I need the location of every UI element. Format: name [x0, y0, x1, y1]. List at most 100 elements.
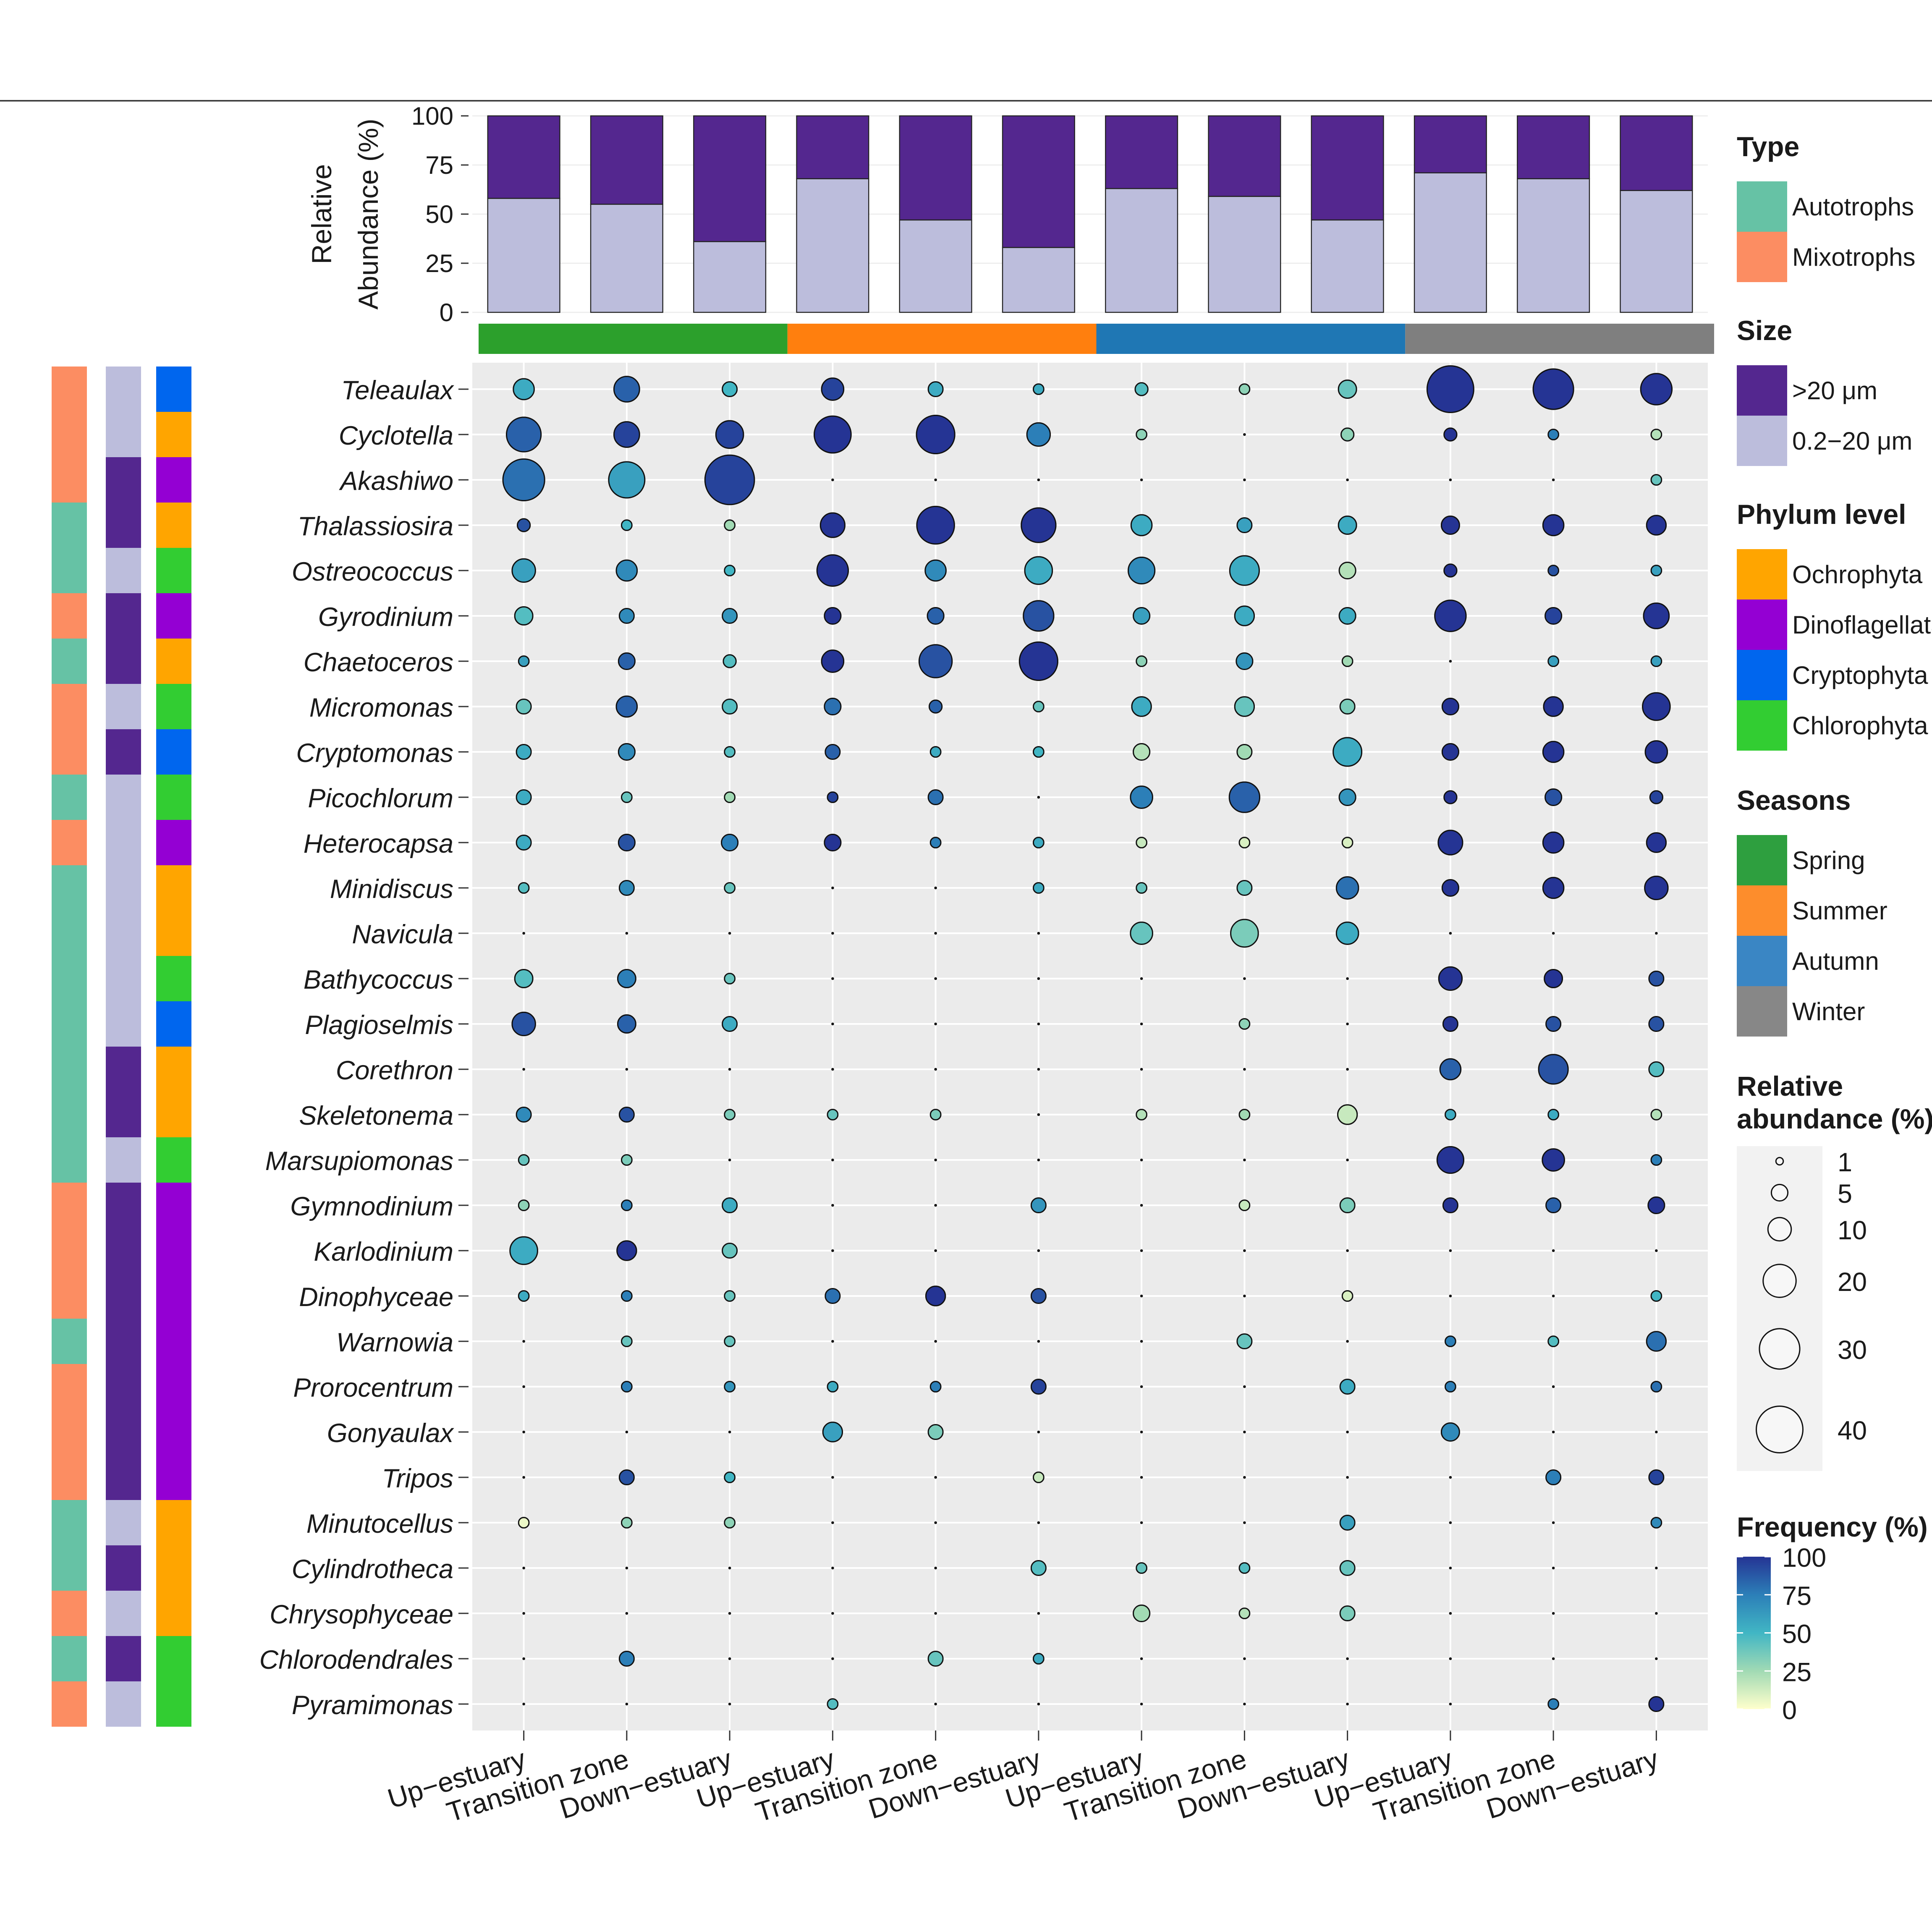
- abundance-bubble: [724, 791, 736, 803]
- abundance-bubble: [620, 1154, 633, 1166]
- bar-segment-small: [1414, 172, 1487, 313]
- type-cell: [52, 1455, 87, 1500]
- empty-marker: [625, 1566, 628, 1570]
- size-cell: [106, 684, 141, 729]
- empty-marker: [831, 932, 834, 935]
- abundance-bubble: [613, 376, 640, 403]
- empty-marker: [1243, 1521, 1246, 1524]
- size-cell: [106, 1273, 141, 1319]
- abundance-bubble: [1545, 788, 1563, 806]
- empty-marker: [1449, 1476, 1452, 1479]
- legend-frequency-tick-label: 25: [1782, 1657, 1812, 1687]
- type-cell: [52, 367, 87, 412]
- abundance-bubble: [1032, 1653, 1045, 1665]
- abundance-bubble: [1547, 565, 1560, 576]
- empty-marker: [831, 1204, 834, 1207]
- empty-marker: [831, 1068, 834, 1071]
- legend-abundance-title: abundance (%): [1737, 1103, 1932, 1134]
- legend-phylum-swatch: [1737, 549, 1787, 599]
- abundance-bubble: [1646, 832, 1667, 853]
- empty-marker: [1037, 478, 1040, 482]
- empty-marker: [1346, 478, 1349, 482]
- abundance-bubble: [615, 559, 638, 582]
- phylum-cell: [156, 865, 191, 911]
- empty-marker: [1552, 1657, 1555, 1660]
- empty-marker: [1243, 1430, 1246, 1434]
- abundance-bubble: [1341, 1290, 1353, 1302]
- season-strip-autumn: [1096, 324, 1406, 354]
- bar-segment-large: [899, 115, 972, 221]
- abundance-bubble: [822, 1422, 843, 1442]
- abundance-bubble: [1338, 516, 1357, 535]
- legend-abundance-label: 10: [1838, 1216, 1867, 1245]
- abundance-bubble: [1444, 1381, 1456, 1393]
- abundance-bubble: [1338, 380, 1357, 399]
- bar-segment-small: [1105, 188, 1178, 313]
- empty-marker: [1449, 1657, 1452, 1660]
- abundance-bubble: [824, 607, 842, 625]
- phylum-cell: [156, 1001, 191, 1047]
- size-cell: [106, 1591, 141, 1636]
- abundance-bubble: [516, 1106, 532, 1123]
- abundance-bubble: [1545, 1469, 1562, 1486]
- empty-marker: [1037, 1340, 1040, 1343]
- bar-segment-small: [1620, 190, 1693, 313]
- legend-phylum-label: Ochrophyta: [1792, 560, 1923, 589]
- abundance-bubble: [1238, 1109, 1251, 1120]
- abundance-bubble: [819, 512, 846, 538]
- empty-marker: [522, 1702, 525, 1706]
- empty-marker: [1140, 1521, 1143, 1524]
- abundance-bubble: [1547, 1109, 1560, 1120]
- abundance-bubble: [827, 791, 839, 803]
- abundance-bubble: [1545, 1197, 1562, 1214]
- empty-marker: [934, 977, 937, 980]
- bar-segment-large: [1208, 115, 1281, 197]
- abundance-bubble: [620, 1335, 633, 1347]
- empty-marker: [1449, 660, 1452, 663]
- abundance-bubble: [929, 746, 942, 758]
- abundance-bubble: [1648, 1061, 1665, 1078]
- empty-marker: [934, 886, 937, 890]
- empty-marker: [1449, 1612, 1452, 1615]
- abundance-bubble: [1335, 921, 1359, 945]
- abundance-bubble: [514, 606, 534, 626]
- bar-segment-large: [1620, 115, 1693, 191]
- size-cell: [106, 1319, 141, 1364]
- size-cell: [106, 1364, 141, 1409]
- taxon-label: Karlodinium: [314, 1237, 453, 1267]
- empty-marker: [1140, 1385, 1143, 1388]
- type-cell: [52, 639, 87, 684]
- empty-marker: [831, 1657, 834, 1660]
- taxon-label: Cyclotella: [339, 421, 453, 450]
- abundance-bubble: [1437, 830, 1463, 856]
- empty-marker: [1449, 1249, 1452, 1252]
- abundance-bubble: [518, 1199, 530, 1211]
- abundance-bubble: [1650, 1109, 1662, 1120]
- abundance-bubble: [1545, 607, 1563, 625]
- abundance-bubble: [1650, 565, 1662, 576]
- size-cell: [106, 1500, 141, 1545]
- abundance-bubble: [723, 654, 737, 668]
- abundance-bubble: [1337, 1104, 1358, 1125]
- abundance-bubble: [1236, 743, 1253, 760]
- empty-marker: [625, 1612, 628, 1615]
- empty-marker: [1140, 1340, 1143, 1343]
- abundance-bubble: [928, 699, 943, 714]
- abundance-bubble: [1130, 921, 1153, 945]
- abundance-bubble: [1032, 701, 1045, 712]
- phylum-cell: [156, 775, 191, 820]
- phylum-cell: [156, 1636, 191, 1681]
- taxon-label: Heterocapsa: [304, 829, 453, 859]
- size-cell: [106, 1636, 141, 1681]
- phylum-cell: [156, 1455, 191, 1500]
- abundance-bubble: [618, 1106, 635, 1123]
- abundance-bubble: [1236, 517, 1253, 534]
- abundance-bubble: [518, 1154, 530, 1166]
- bar-segment-large: [1414, 115, 1487, 173]
- abundance-bubble: [518, 1290, 530, 1302]
- abundance-bubble: [1238, 1018, 1251, 1030]
- empty-marker: [522, 932, 525, 935]
- abundance-bubble: [505, 416, 542, 453]
- empty-marker: [1037, 1612, 1040, 1615]
- empty-marker: [1037, 977, 1040, 980]
